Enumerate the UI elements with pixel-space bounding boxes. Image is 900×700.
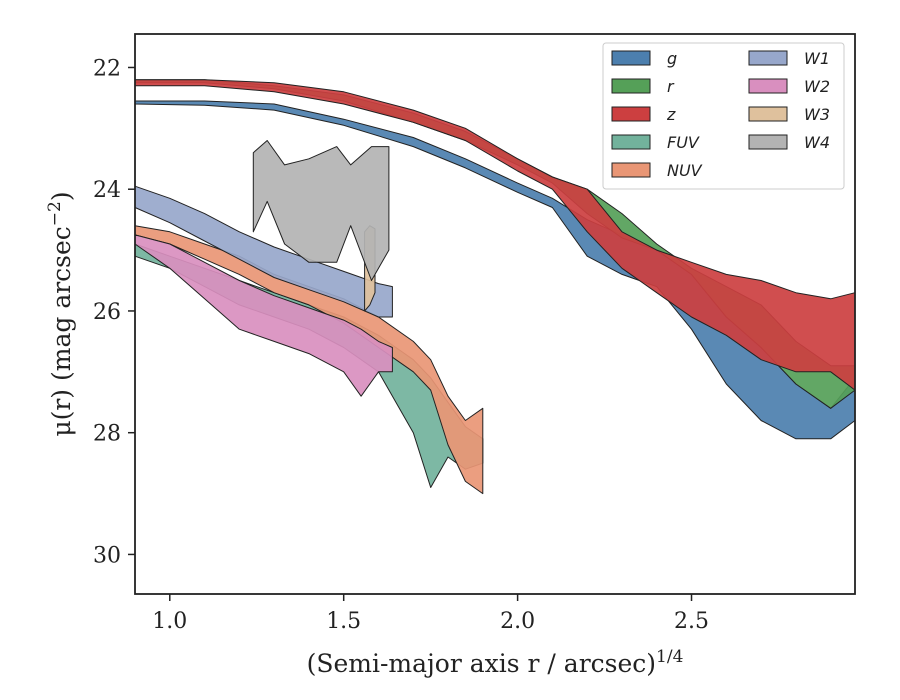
- band-w2: [134, 234, 393, 397]
- y-axis-label-exponent: −2: [45, 201, 65, 226]
- x-tick-label: 1.0: [152, 609, 187, 634]
- legend-swatch-r: [611, 78, 651, 94]
- y-axis-ticks: 22 24 26 28 30: [93, 56, 135, 568]
- y-axis-label-close: ): [47, 191, 76, 201]
- band-w1: [134, 185, 393, 318]
- y-tick-label: 22: [93, 56, 121, 81]
- band-w4: [252, 140, 390, 281]
- legend-swatch-g: [611, 50, 651, 66]
- legend-label-r: r: [667, 77, 675, 96]
- legend-swatch-w1: [748, 50, 788, 66]
- legend-label-nuv: NUV: [667, 161, 703, 180]
- legend-swatch-fuv: [611, 134, 651, 150]
- legend-swatch-z: [611, 106, 651, 122]
- x-axis-ticks: 1.0 1.5 2.0 2.5: [152, 594, 709, 634]
- legend: grz FUV NUV W1 W2 W3 W4: [602, 42, 845, 190]
- legend-label-g: g: [667, 49, 677, 68]
- y-tick-label: 24: [93, 178, 121, 203]
- x-axis-label-exponent: 1/4: [656, 647, 683, 667]
- y-tick-label: 30: [93, 543, 121, 568]
- plot-frame: [134, 33, 856, 595]
- legend-label-w3: W3: [804, 105, 830, 124]
- legend-label-fuv: FUV: [667, 133, 700, 152]
- x-tick-label: 2.0: [500, 609, 535, 634]
- legend-label-w1: W1: [804, 49, 830, 68]
- x-tick-label: 2.5: [674, 609, 709, 634]
- series-bands: [134, 79, 856, 495]
- legend-swatch-w2: [748, 78, 788, 94]
- x-axis-label: (Semi-major axis r / arcsec)1/4: [307, 647, 684, 678]
- legend-label-z: z: [666, 105, 676, 124]
- legend-swatch-nuv: [611, 162, 651, 178]
- y-tick-label: 26: [93, 300, 121, 325]
- legend-label-w4: W4: [804, 133, 830, 152]
- x-tick-label: 1.5: [326, 609, 361, 634]
- legend-label-w2: W2: [804, 77, 830, 96]
- y-tick-label: 28: [93, 422, 121, 447]
- legend-swatch-w3: [748, 106, 788, 122]
- y-axis-label: μ(r) (mag arcsec−2): [45, 191, 76, 436]
- legend-swatch-w4: [748, 134, 788, 150]
